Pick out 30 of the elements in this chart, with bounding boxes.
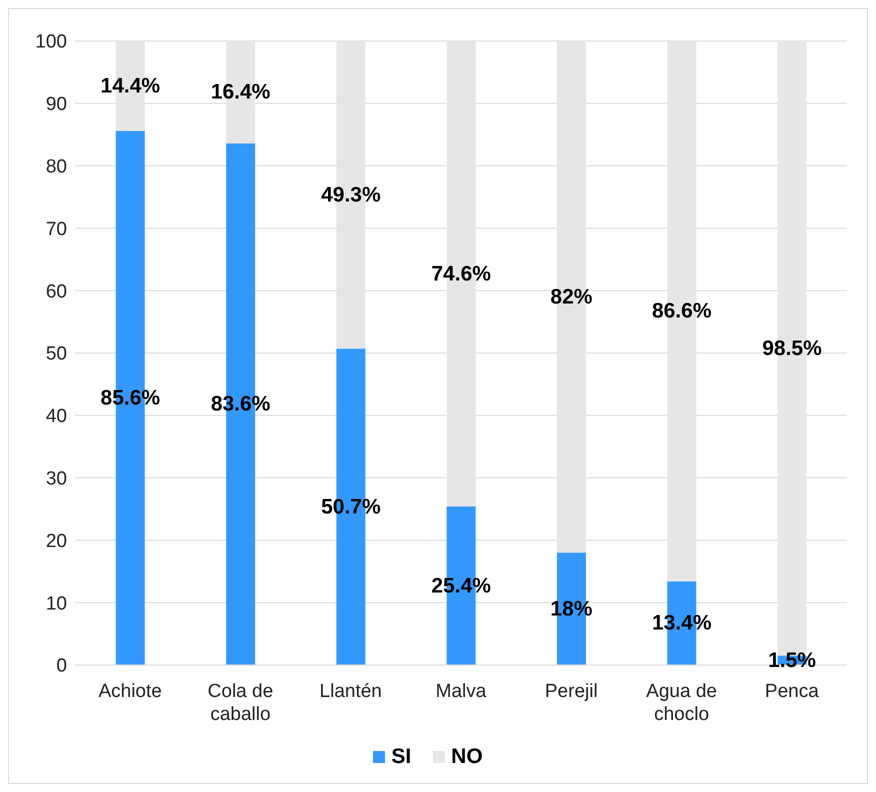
legend-label: SI: [390, 745, 412, 769]
data-label: 74.6%: [431, 262, 492, 286]
y-tick-label: 100: [35, 32, 67, 53]
x-tick-label: Llantén: [320, 681, 382, 702]
y-tick-label: 40: [46, 406, 67, 428]
y-tick-label: 70: [46, 218, 67, 240]
x-tick-label: Agua de choclo: [646, 681, 717, 725]
legend-label: NO: [450, 745, 483, 769]
x-tick-label: Cola de caballo: [208, 681, 274, 725]
data-label: 86.6%: [652, 300, 712, 323]
x-tick-label: Malva: [436, 681, 487, 702]
y-tick-label: 30: [46, 468, 67, 490]
data-label: 98.5%: [762, 336, 822, 360]
x-tick-label: Perejil: [544, 681, 598, 702]
data-label: 49.3%: [321, 183, 381, 206]
y-tick-label: 60: [46, 281, 67, 302]
data-label: 16.4%: [210, 80, 271, 104]
data-label: 82%: [550, 285, 593, 308]
data-label: 13.4%: [652, 612, 712, 635]
x-tick-label: Achiote: [98, 681, 162, 702]
y-tick-label: 90: [46, 94, 67, 116]
y-tick-label: 80: [46, 156, 67, 178]
y-tick-label: 10: [46, 593, 67, 614]
data-label: 14.4%: [100, 74, 160, 98]
y-tick-label: 50: [46, 344, 67, 365]
y-tick-label: 0: [56, 656, 67, 677]
data-label: 85.6%: [100, 386, 160, 410]
x-tick-label: Penca: [764, 681, 820, 702]
y-tick-label: 20: [46, 530, 67, 552]
data-label: 25.4%: [431, 574, 492, 598]
